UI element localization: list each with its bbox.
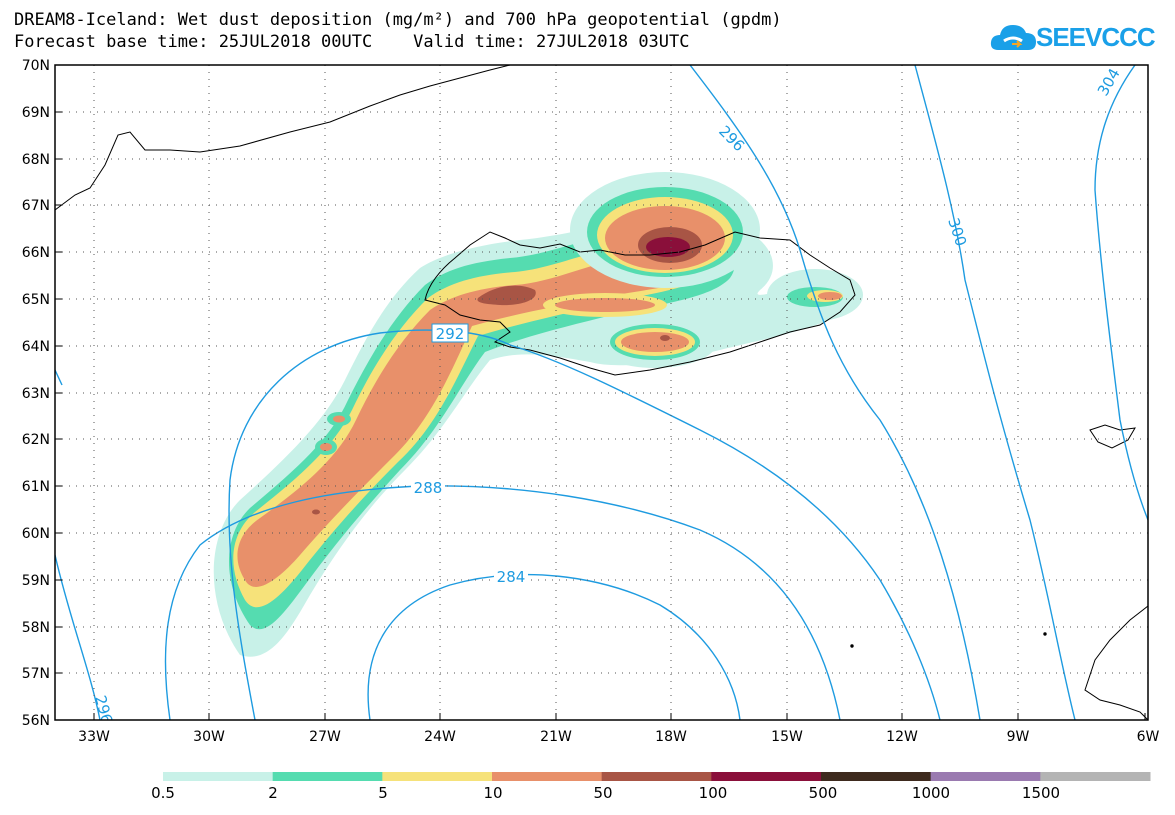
colorbar-swatch (930, 772, 1041, 781)
contour-292 (228, 329, 941, 720)
svg-text:56N: 56N (22, 713, 50, 729)
svg-text:62N: 62N (22, 432, 50, 448)
contour-label-296-left: 296 (91, 693, 116, 725)
svg-text:12W: 12W (886, 729, 918, 745)
svg-text:33W: 33W (78, 729, 110, 745)
contour-296-right (689, 65, 981, 720)
contour-304 (1094, 65, 1148, 521)
svg-text:15W: 15W (771, 729, 803, 745)
greenland-coast (55, 65, 511, 211)
dust-plume-north (570, 172, 760, 288)
colorbar-label: 1000 (911, 784, 951, 802)
svg-text:66N: 66N (22, 245, 50, 261)
svg-text:59N: 59N (22, 573, 50, 589)
contour-label-292: 292 (431, 323, 469, 343)
colorbar-swatch (711, 772, 822, 781)
svg-text:6W: 6W (1137, 729, 1160, 745)
seevccc-logo: SEEVCCC (990, 16, 1156, 62)
svg-text:70N: 70N (22, 58, 50, 74)
contour-284 (367, 573, 741, 720)
colorbar-swatch (163, 772, 274, 781)
contour-label-304: 304 (1094, 65, 1124, 99)
colorbar-label: 500 (808, 784, 838, 802)
colorbar-swatch (601, 772, 712, 781)
svg-text:64N: 64N (22, 339, 50, 355)
colorbar-label: 0.5 (151, 784, 175, 802)
svg-text:284: 284 (497, 568, 526, 586)
graticule (55, 65, 1148, 720)
colorbar (163, 772, 1151, 781)
scotland-coast (1084, 605, 1148, 720)
contour-296-left-top (55, 369, 63, 386)
colorbar-label: 10 (483, 784, 503, 802)
colorbar-label: 1500 (1021, 784, 1061, 802)
svg-text:288: 288 (414, 479, 443, 497)
svg-text:18W: 18W (655, 729, 687, 745)
colorbar-label: 2 (268, 784, 278, 802)
colorbar-swatch (821, 772, 932, 781)
dust-plume-main (213, 215, 860, 657)
svg-text:24W: 24W (424, 729, 456, 745)
svg-text:67N: 67N (22, 198, 50, 214)
svg-text:292: 292 (436, 325, 465, 343)
cloud-logo-icon (990, 25, 1036, 50)
contour-label-296-edge: 296 (42, 358, 58, 385)
svg-text:9W: 9W (1007, 729, 1030, 745)
colorbar-swatch (272, 772, 383, 781)
contour-label-284: 284 (494, 568, 528, 586)
colorbar-label: 100 (698, 784, 728, 802)
svg-text:65N: 65N (22, 292, 50, 308)
svg-text:61N: 61N (22, 479, 50, 495)
svg-text:30W: 30W (193, 729, 225, 745)
coastlines (55, 65, 1148, 720)
faroe-coast (1089, 424, 1136, 449)
svg-text:63N: 63N (22, 386, 50, 402)
dust-patches-south (315, 269, 863, 455)
latitude-labels: 70N 69N 68N 67N 66N 65N 64N 63N 62N 61N … (22, 58, 50, 729)
contour-label-300: 300 (944, 216, 970, 249)
svg-text:21W: 21W (540, 729, 572, 745)
contour-label-296-right: 296 (715, 122, 748, 155)
colorbar-label: 50 (593, 784, 613, 802)
svg-text:58N: 58N (22, 620, 50, 636)
svg-text:60N: 60N (22, 526, 50, 542)
iceland-coast (424, 231, 856, 376)
colorbar-swatch (492, 772, 603, 781)
map-title: DREAM8-Iceland: Wet dust deposition (mg/… (14, 10, 782, 30)
svg-text:69N: 69N (22, 105, 50, 121)
longitude-labels: 33W 30W 27W 24W 21W 18W 15W 12W 9W 6W (78, 729, 1159, 745)
forecast-times: Forecast base time: 25JUL2018 00UTC Vali… (14, 32, 690, 52)
logo-text: SEEVCCC (1036, 22, 1156, 52)
colorbar-swatch (1040, 772, 1151, 781)
contour-300 (914, 65, 1076, 720)
svg-text:57N: 57N (22, 666, 50, 682)
colorbar-swatch (382, 772, 493, 781)
axis-ticks (55, 64, 1146, 720)
svg-text:27W: 27W (309, 729, 341, 745)
colorbar-label: 5 (378, 784, 388, 802)
svg-text:68N: 68N (22, 152, 50, 168)
contour-296-left (55, 554, 101, 720)
contour-label-288: 288 (411, 479, 445, 497)
